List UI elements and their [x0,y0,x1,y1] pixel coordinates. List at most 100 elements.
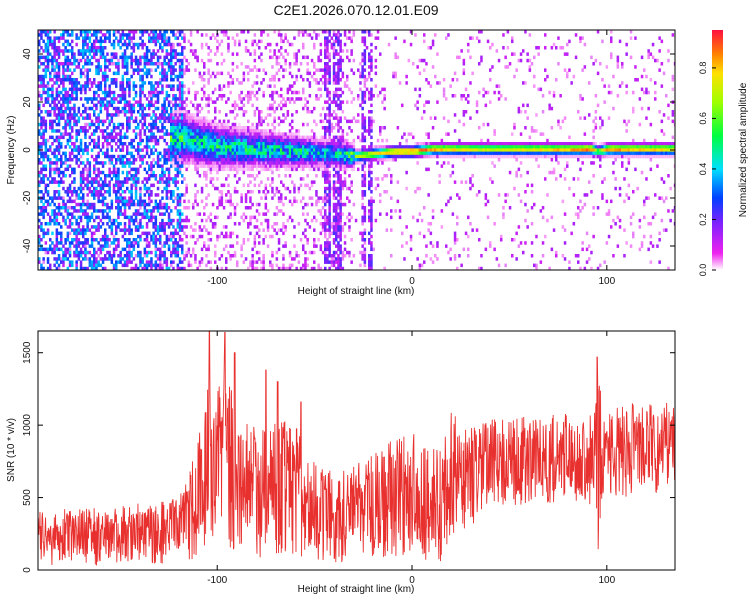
spectrogram-cell [141,39,144,44]
spectrogram-cell [49,222,52,226]
spectrogram-cell [335,36,338,40]
spectrogram-cell [324,209,327,213]
spectrogram-cell [71,46,74,50]
spectrogram-cell [240,244,243,248]
spectrogram-cell [46,154,50,159]
spectrogram-cell [163,244,166,248]
spectrogram-cell [112,126,116,130]
spectrogram-cell [130,190,133,194]
spectrogram-cell [130,244,133,248]
spectrogram-cell [229,234,232,239]
spectrogram-cell [176,247,180,252]
spectrogram-cell [266,129,270,133]
spectrogram-cell [185,225,188,229]
spectrogram-cell [229,199,232,204]
spectrogram-cell [302,145,305,149]
spectrogram-cell [95,250,98,255]
spectrogram-cell [68,145,72,149]
spectrogram-cell [233,151,237,156]
spectrogram-cell [165,119,169,124]
spectrogram-cell [55,87,59,92]
spectrogram-cell [165,42,169,47]
spectrogram-cell [161,62,164,66]
spectrogram-cell [57,183,61,188]
spectrogram-cell [121,148,125,152]
spectrogram-cell [40,74,43,79]
spectrogram-cell [330,42,334,47]
spectrogram-cell [93,180,96,184]
spectrogram-cell [266,154,270,159]
spectrogram-cell [53,215,56,220]
spectrogram-cell [163,202,166,207]
spectrogram-cell [209,170,213,175]
spectrogram-cell [178,170,182,175]
spectrogram-cell [205,142,208,146]
spectrogram-cell [150,129,153,133]
spectrogram-cell [60,81,63,85]
spectrogram-cell [108,58,111,63]
spectrogram-cell [156,263,160,268]
spectrogram-cell [159,55,162,60]
spectrogram-cell [159,36,162,40]
spectrogram-cell [233,129,237,133]
spectrogram-cell [240,161,243,165]
spectrogram-cell [203,135,206,140]
spectrogram-cell [335,164,338,168]
spectrogram-cell [57,74,61,79]
spectrogram-cell [178,97,182,101]
spectrogram-cell [69,270,72,274]
spectrogram-cell [308,225,312,229]
spectrogram-cell [326,257,329,261]
spectrogram-cell [161,270,164,274]
spectrogram-cell [62,103,65,108]
spectrogram-cell [249,190,252,194]
spectrogram-cell [328,254,331,258]
spectrogram-cell [181,100,184,104]
spectrogram-cell [156,161,160,165]
spectrogram-cell [79,190,83,194]
spectrogram-cell [216,126,219,130]
spectrogram-cell [172,241,175,245]
spectrogram-cell [258,212,261,216]
spectrogram-cell [165,52,169,56]
spectrogram-cell [229,142,232,146]
spectrogram-cell [291,218,294,223]
spectrogram-cell [251,132,254,136]
spectrogram-cell [110,135,114,140]
spectrogram-cell [203,129,206,133]
spectrogram-cell [40,30,43,34]
spectrogram-cell [328,142,331,146]
spectrogram-cell [64,46,67,50]
spectrogram-cell [44,65,48,69]
spectrogram-cell [216,129,219,133]
spectrogram-cell [282,145,285,149]
spectrogram-cell [306,110,309,114]
spectrogram-cell [192,154,195,159]
spectrogram-cell [148,177,151,181]
spectrogram-cell [93,206,96,210]
spectrogram-cell [313,62,316,66]
spectrogram-cell [266,222,270,226]
spectrogram-cell [55,138,59,143]
spectrogram-cell [132,145,136,149]
spectrogram-cell [128,33,131,37]
spectrogram-cell [55,215,59,220]
spectrogram-cell [216,158,219,162]
spectrogram-cell [174,36,177,40]
spectrogram-cell [73,106,76,111]
spectrogram-cell [84,212,87,216]
spectrogram-cell [324,170,327,175]
spectrogram-cell [57,196,61,200]
spectrogram-cell [148,90,151,95]
spectrogram-cell [112,250,116,255]
spectrogram-cell [227,183,230,188]
spectrogram-cell [282,231,285,236]
spectrogram-cell [266,164,270,168]
spectrogram-cell [238,222,241,226]
spectrogram-cell [38,55,41,60]
spectrogram-cell [119,180,122,184]
spectrogram-cell [214,161,217,165]
spectrogram-cell [97,116,100,120]
spectrogram-cell [145,148,149,152]
spectrogram-cell [231,126,235,130]
